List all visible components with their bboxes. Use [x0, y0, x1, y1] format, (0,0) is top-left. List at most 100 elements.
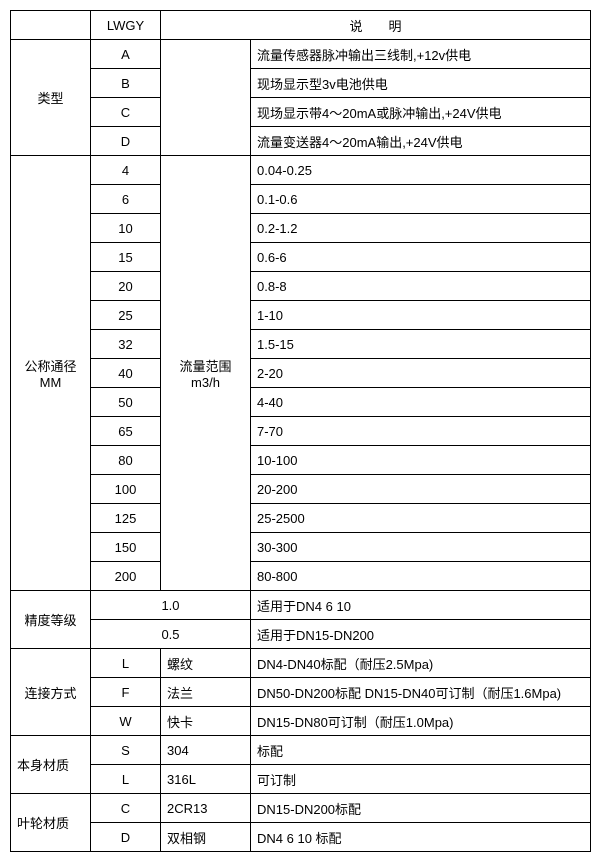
dn-range: 1-10 — [251, 301, 591, 330]
dn-range: 20-200 — [251, 475, 591, 504]
blank-cell — [161, 40, 251, 156]
table-row: 6 0.1-0.6 — [11, 185, 591, 214]
table-row: 连接方式 L 螺纹 DN4-DN40标配（耐压2.5Mpa) — [11, 649, 591, 678]
conn-code: W — [91, 707, 161, 736]
table-row: F 法兰 DN50-DN200标配 DN15-DN40可订制（耐压1.6Mpa) — [11, 678, 591, 707]
table-row: B 现场显示型3v电池供电 — [11, 69, 591, 98]
dn-value: 125 — [91, 504, 161, 533]
table-row: 50 4-40 — [11, 388, 591, 417]
type-desc: 流量变送器4～20mA输出,+24V供电 — [251, 127, 591, 156]
spec-table: LWGY 说 明 类型 A 流量传感器脉冲输出三线制,+12v供电 B 现场显示… — [10, 10, 591, 852]
body-label: 本身材质 — [11, 736, 91, 794]
dn-range: 0.2-1.2 — [251, 214, 591, 243]
table-row: D 流量变送器4～20mA输出,+24V供电 — [11, 127, 591, 156]
conn-label: 连接方式 — [11, 649, 91, 736]
table-row: 精度等级 1.0 适用于DN4 6 10 — [11, 591, 591, 620]
table-row: 80 10-100 — [11, 446, 591, 475]
table-row: 公称通径 MM 4 流量范围 m3/h 0.04-0.25 — [11, 156, 591, 185]
impeller-name: 2CR13 — [161, 794, 251, 823]
type-code: A — [91, 40, 161, 69]
dn-range: 30-300 — [251, 533, 591, 562]
header-lwgy: LWGY — [91, 11, 161, 40]
table-row: L 316L 可订制 — [11, 765, 591, 794]
dn-range: 0.6-6 — [251, 243, 591, 272]
dn-value: 40 — [91, 359, 161, 388]
type-desc: 现场显示带4～20mA或脉冲输出,+24V供电 — [251, 98, 591, 127]
table-row: C 现场显示带4～20mA或脉冲输出,+24V供电 — [11, 98, 591, 127]
conn-code: L — [91, 649, 161, 678]
type-desc: 流量传感器脉冲输出三线制,+12v供电 — [251, 40, 591, 69]
flow-range-l1: 流量范围 — [179, 359, 231, 374]
dn-range: 4-40 — [251, 388, 591, 417]
accuracy-desc: 适用于DN15-DN200 — [251, 620, 591, 649]
table-row: 40 2-20 — [11, 359, 591, 388]
dn-label-l2: MM — [40, 375, 62, 390]
type-code: C — [91, 98, 161, 127]
dn-range: 25-2500 — [251, 504, 591, 533]
impeller-name: 双相钢 — [161, 823, 251, 852]
accuracy-label: 精度等级 — [11, 591, 91, 649]
body-desc: 可订制 — [251, 765, 591, 794]
table-row: 65 7-70 — [11, 417, 591, 446]
dn-value: 15 — [91, 243, 161, 272]
conn-code: F — [91, 678, 161, 707]
dn-range: 7-70 — [251, 417, 591, 446]
accuracy-val: 1.0 — [91, 591, 251, 620]
table-row: D 双相钢 DN4 6 10 标配 — [11, 823, 591, 852]
dn-range: 0.04-0.25 — [251, 156, 591, 185]
impeller-desc: DN4 6 10 标配 — [251, 823, 591, 852]
dn-value: 100 — [91, 475, 161, 504]
dn-value: 10 — [91, 214, 161, 243]
blank-cell — [11, 11, 91, 40]
dn-value: 6 — [91, 185, 161, 214]
accuracy-desc: 适用于DN4 6 10 — [251, 591, 591, 620]
body-name: 304 — [161, 736, 251, 765]
type-desc: 现场显示型3v电池供电 — [251, 69, 591, 98]
dn-range: 0.1-0.6 — [251, 185, 591, 214]
table-row: LWGY 说 明 — [11, 11, 591, 40]
conn-desc: DN50-DN200标配 DN15-DN40可订制（耐压1.6Mpa) — [251, 678, 591, 707]
body-code: S — [91, 736, 161, 765]
dn-range: 2-20 — [251, 359, 591, 388]
dn-value: 65 — [91, 417, 161, 446]
table-row: 0.5 适用于DN15-DN200 — [11, 620, 591, 649]
table-row: 200.8-8 — [11, 272, 591, 301]
table-row: 200 80-800 — [11, 562, 591, 591]
table-row: 125 25-2500 — [11, 504, 591, 533]
impeller-desc: DN15-DN200标配 — [251, 794, 591, 823]
conn-name: 快卡 — [161, 707, 251, 736]
type-code: D — [91, 127, 161, 156]
dn-value: 80 — [91, 446, 161, 475]
dn-value: 32 — [91, 330, 161, 359]
body-desc: 标配 — [251, 736, 591, 765]
table-row: 32 1.5-15 — [11, 330, 591, 359]
table-row: 类型 A 流量传感器脉冲输出三线制,+12v供电 — [11, 40, 591, 69]
dn-value: 50 — [91, 388, 161, 417]
body-name: 316L — [161, 765, 251, 794]
table-row: 15 0.6-6 — [11, 243, 591, 272]
dn-value: 25 — [91, 301, 161, 330]
table-row: 叶轮材质 C 2CR13 DN15-DN200标配 — [11, 794, 591, 823]
table-row: 10 0.2-1.2 — [11, 214, 591, 243]
dn-range: 1.5-15 — [251, 330, 591, 359]
flow-range-l2: m3/h — [191, 375, 220, 390]
flow-range-label: 流量范围 m3/h — [161, 156, 251, 591]
type-label: 类型 — [11, 40, 91, 156]
table-row: W 快卡 DN15-DN80可订制（耐压1.0Mpa) — [11, 707, 591, 736]
type-code: B — [91, 69, 161, 98]
dn-label: 公称通径 MM — [11, 156, 91, 591]
conn-desc: DN4-DN40标配（耐压2.5Mpa) — [251, 649, 591, 678]
dn-value: 200 — [91, 562, 161, 591]
conn-name: 螺纹 — [161, 649, 251, 678]
header-desc: 说 明 — [161, 11, 591, 40]
dn-value: 150 — [91, 533, 161, 562]
dn-label-l1: 公称通径 — [24, 359, 76, 374]
table-row: 150 30-300 — [11, 533, 591, 562]
dn-value: 4 — [91, 156, 161, 185]
dn-range: 10-100 — [251, 446, 591, 475]
accuracy-val: 0.5 — [91, 620, 251, 649]
conn-name: 法兰 — [161, 678, 251, 707]
table-row: 本身材质 S 304 标配 — [11, 736, 591, 765]
table-row: 100 20-200 — [11, 475, 591, 504]
dn-range: 80-800 — [251, 562, 591, 591]
